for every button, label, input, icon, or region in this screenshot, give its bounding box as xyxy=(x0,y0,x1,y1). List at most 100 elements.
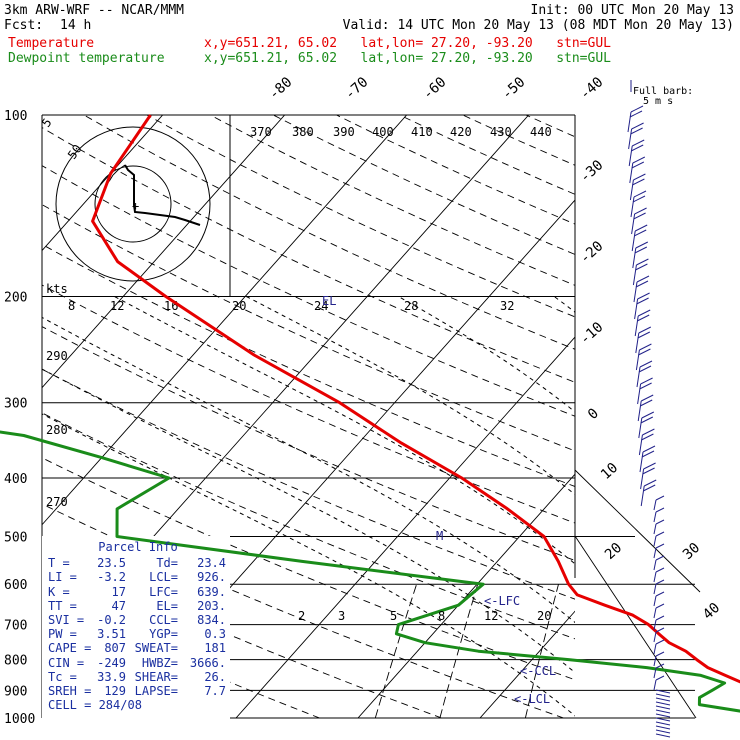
dry-adiabat-line xyxy=(42,284,575,524)
wind-barb-staff xyxy=(639,451,644,473)
wind-barb-flag xyxy=(655,651,665,657)
pressure-tick-label: 900 xyxy=(4,684,27,699)
wind-barb-staff xyxy=(627,111,632,133)
init-time: Init: 00 UTC Mon 20 May 13 xyxy=(530,3,735,18)
wind-barb-staff xyxy=(638,417,643,439)
parcel-l1: T = xyxy=(48,556,70,571)
parcel-v1: -0.2 xyxy=(97,613,126,628)
wind-barb-flag xyxy=(634,246,648,254)
wind-barb-flag xyxy=(640,394,654,402)
parcel-l1: PW = xyxy=(48,627,77,642)
mixing-ratio-line xyxy=(524,584,559,718)
wind-barb-staff xyxy=(637,383,642,405)
wind-barb-flag xyxy=(641,450,655,458)
parcel-l2: HWBZ= xyxy=(134,655,178,670)
wind-barb-staff xyxy=(634,315,639,337)
wind-barb-flag xyxy=(655,663,665,669)
wind-barb-lower xyxy=(655,697,671,702)
wind-barb-staff xyxy=(653,511,657,523)
wind-barb-flag xyxy=(633,229,647,237)
wind-barb-lower xyxy=(655,729,671,734)
legend-dewpoint: Dewpoint temperature xyxy=(8,51,165,66)
wind-barb-flag xyxy=(641,433,654,441)
parcel-row: SREH = 129 LAPSE= 7.7 xyxy=(48,684,228,698)
temperature-curve xyxy=(91,114,740,684)
parcel-l1: LI = xyxy=(48,570,77,585)
wind-barb-staff xyxy=(653,559,657,571)
wind-barb-staff xyxy=(637,400,642,422)
pressure-tick-label: 1000 xyxy=(4,712,35,727)
isotherm-label: -70 xyxy=(342,74,372,103)
hodograph-ring xyxy=(55,126,211,282)
wind-barbs: Full barb:5 m s xyxy=(627,80,693,738)
parcel-l2: LCL= xyxy=(141,570,178,585)
parcel-v1: -3.2 xyxy=(97,570,126,585)
model-title: 3km ARW-WRF -- NCAR/MMM xyxy=(4,3,185,18)
parcel-l2: LFC= xyxy=(141,584,178,599)
dry-adiabat-line xyxy=(42,457,575,681)
wind-barb-lower xyxy=(655,689,671,694)
theta-label: 400 xyxy=(372,125,394,139)
wind-barb-flag xyxy=(655,615,665,621)
isotherm-label: -10 xyxy=(577,319,607,348)
mixing-ratio-lines xyxy=(374,584,559,718)
parcel-v1: 3.51 xyxy=(97,627,126,642)
wind-barb-flag xyxy=(630,105,644,113)
wind-barb-flag xyxy=(630,127,643,135)
moist-adiabat-line xyxy=(114,296,575,565)
theta-label: 410 xyxy=(411,125,433,139)
parcel-v1: 807 xyxy=(104,641,126,656)
forecast-hour: 14 h xyxy=(60,18,92,33)
isotherm-label: -20 xyxy=(577,238,607,267)
wind-barb-flag xyxy=(637,292,650,300)
isotherm-label: 40 xyxy=(700,600,723,623)
wind-barb-staff xyxy=(631,213,636,235)
parcel-info-title: Parcel Info xyxy=(98,540,178,554)
parcel-info-box xyxy=(42,536,230,724)
dry-adiabat-line xyxy=(273,115,575,255)
parcel-row: Tc = 33.9 SHEAR= 26. xyxy=(48,670,228,684)
parcel-l1: SVI = xyxy=(48,613,85,628)
wind-barb-staff xyxy=(653,655,657,667)
forecast-label: Fcst: xyxy=(4,18,44,33)
wind-barb-flag xyxy=(655,627,665,633)
barb-legend-unit: 5 m s xyxy=(643,96,673,107)
isotherm-extension-line xyxy=(574,535,697,719)
wind-barb-staff xyxy=(635,349,640,371)
isotherm-line xyxy=(42,115,286,389)
dry-adiabat-line xyxy=(42,326,575,562)
dewpoint-curve xyxy=(0,430,740,713)
pressure-tick-label: 400 xyxy=(4,472,27,487)
parcel-l1: K = xyxy=(48,584,70,599)
hodograph-speed-label: 20 xyxy=(232,299,246,313)
parcel-v2: 181 xyxy=(204,641,226,656)
wind-barb-flag xyxy=(637,331,651,339)
wind-barb-flag xyxy=(636,275,650,283)
parcel-l1: TT = xyxy=(48,598,77,613)
isotherm-label: -50 xyxy=(499,74,529,103)
wind-barb-flag xyxy=(634,224,648,232)
theta-label: 370 xyxy=(250,125,272,139)
wind-barb-flag xyxy=(643,479,657,487)
moist-adiabat-line xyxy=(553,296,575,313)
parcel-v2: 23.4 xyxy=(197,556,226,571)
wind-barb-flag xyxy=(655,495,665,501)
location-dewpoint: x,y=651.21, 65.02 lat,lon= 27.20, -93.20… xyxy=(204,51,611,66)
wind-barb-staff xyxy=(629,162,634,184)
wind-barb-flag xyxy=(636,297,649,305)
wind-barb-staff xyxy=(629,179,634,201)
pressure-tick-label: 600 xyxy=(4,578,27,593)
hodograph-ring xyxy=(94,165,172,243)
dry-adiabat-line xyxy=(652,115,740,718)
hodograph-storm-motion: + xyxy=(132,199,139,213)
isotherm-line xyxy=(42,115,408,526)
pressure-tick-label: 500 xyxy=(4,530,27,545)
hodograph-speed-label: 12 xyxy=(110,299,124,313)
wind-barb-flag xyxy=(655,531,665,537)
theta-left-label: 280 xyxy=(46,423,68,437)
parcel-cell: CELL = 284/08 xyxy=(48,698,142,713)
wind-barb-flag xyxy=(636,314,650,322)
wind-barb-flag xyxy=(633,173,646,181)
parcel-row: CIN = -249 HWBZ= 3666. xyxy=(48,656,228,670)
